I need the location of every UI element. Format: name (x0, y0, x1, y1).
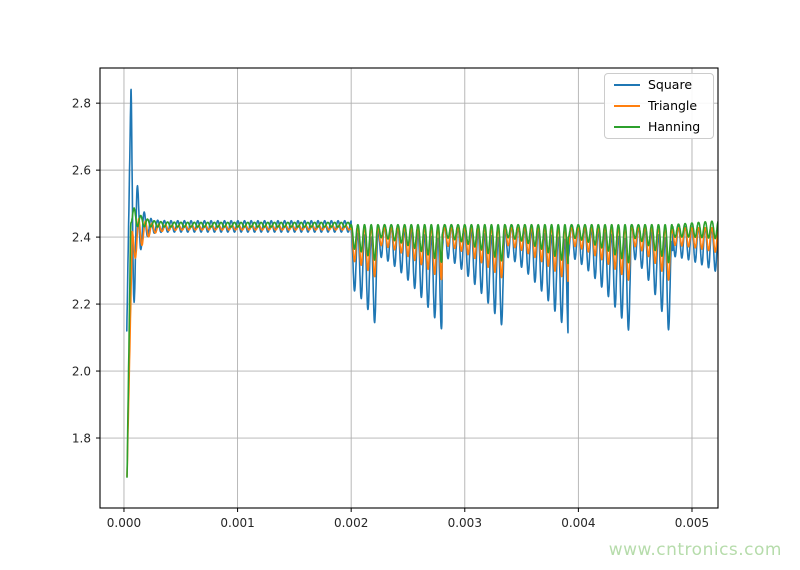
x-tick-label: 0.005 (675, 516, 709, 530)
legend-label-square: Square (648, 76, 693, 92)
y-tick-label: 2.0 (72, 364, 91, 378)
series-lines (126, 88, 718, 478)
y-tick-label: 1.8 (72, 431, 91, 445)
gridlines (100, 68, 718, 508)
x-tick-label: 0.000 (107, 516, 141, 530)
x-tick-label: 0.003 (448, 516, 482, 530)
legend-item-hanning: Hanning (605, 118, 713, 136)
y-tick-label: 2.8 (72, 96, 91, 110)
legend-item-triangle: Triangle (605, 97, 713, 115)
square-line-swatch (614, 84, 640, 86)
x-tick-label: 0.002 (334, 516, 368, 530)
legend-label-hanning: Hanning (648, 118, 701, 134)
y-tick-label: 2.4 (72, 230, 91, 244)
hanning-line-swatch (614, 126, 640, 128)
watermark: www.cntronics.com (608, 540, 782, 560)
axes-ticks: 0.000 0.001 0.002 0.003 0.004 0.005 1.8 2.0 2.2 2… (72, 96, 709, 530)
legend-item-square: Square (605, 76, 713, 94)
series-line-hanning (126, 207, 718, 478)
legend: Square Triangle Hanning (604, 73, 714, 139)
legend-label-triangle: Triangle (648, 97, 698, 113)
x-tick-label: 0.001 (220, 516, 254, 530)
x-tick-label: 0.004 (561, 516, 595, 530)
y-tick-label: 2.2 (72, 297, 91, 311)
triangle-line-swatch (614, 105, 640, 107)
plot-border (99, 67, 719, 509)
y-tick-label: 2.6 (72, 163, 91, 177)
